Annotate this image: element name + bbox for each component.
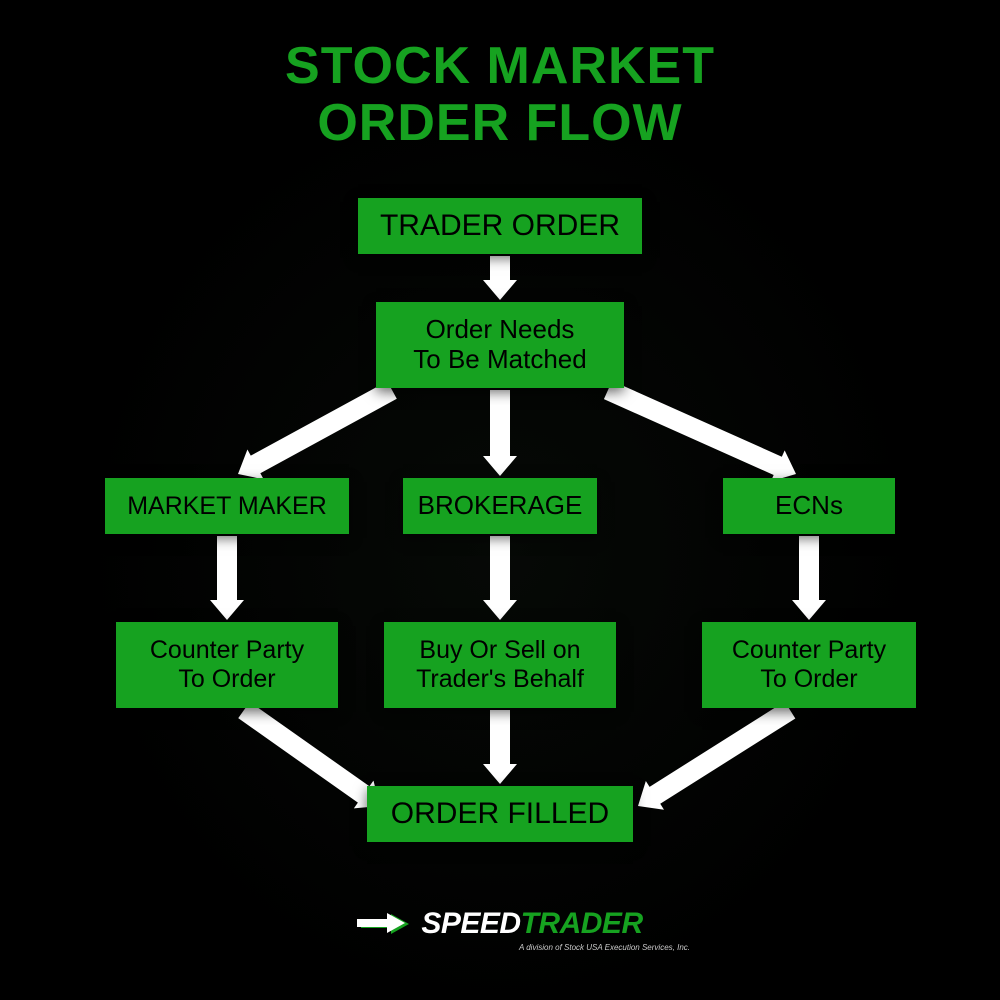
logo: SPEEDTRADER A division of Stock USA Exec… [0, 907, 1000, 952]
title-line2: ORDER FLOW [317, 94, 682, 152]
node-brokerage: BROKERAGE [403, 478, 597, 534]
logo-subtitle: A division of Stock USA Execution Servic… [310, 943, 690, 952]
logo-trader: TRADER [521, 907, 643, 940]
node-order-filled: ORDER FILLED [367, 786, 633, 842]
node-buy-sell: Buy Or Sell onTrader's Behalf [384, 622, 616, 708]
node-ecns: ECNs [723, 478, 895, 534]
node-counter-left: Counter PartyTo Order [116, 622, 338, 708]
logo-speed: SPEED [421, 907, 520, 940]
node-order-match: Order NeedsTo Be Matched [376, 302, 624, 388]
node-trader-order: TRADER ORDER [358, 198, 642, 254]
logo-text: SPEEDTRADER [421, 907, 642, 941]
diagram-title: STOCK MARKET ORDER FLOW [0, 38, 1000, 152]
arrow-icon [357, 910, 413, 938]
node-market-maker: MARKET MAKER [105, 478, 349, 534]
title-line1: STOCK MARKET [285, 37, 715, 95]
node-counter-right: Counter PartyTo Order [702, 622, 916, 708]
